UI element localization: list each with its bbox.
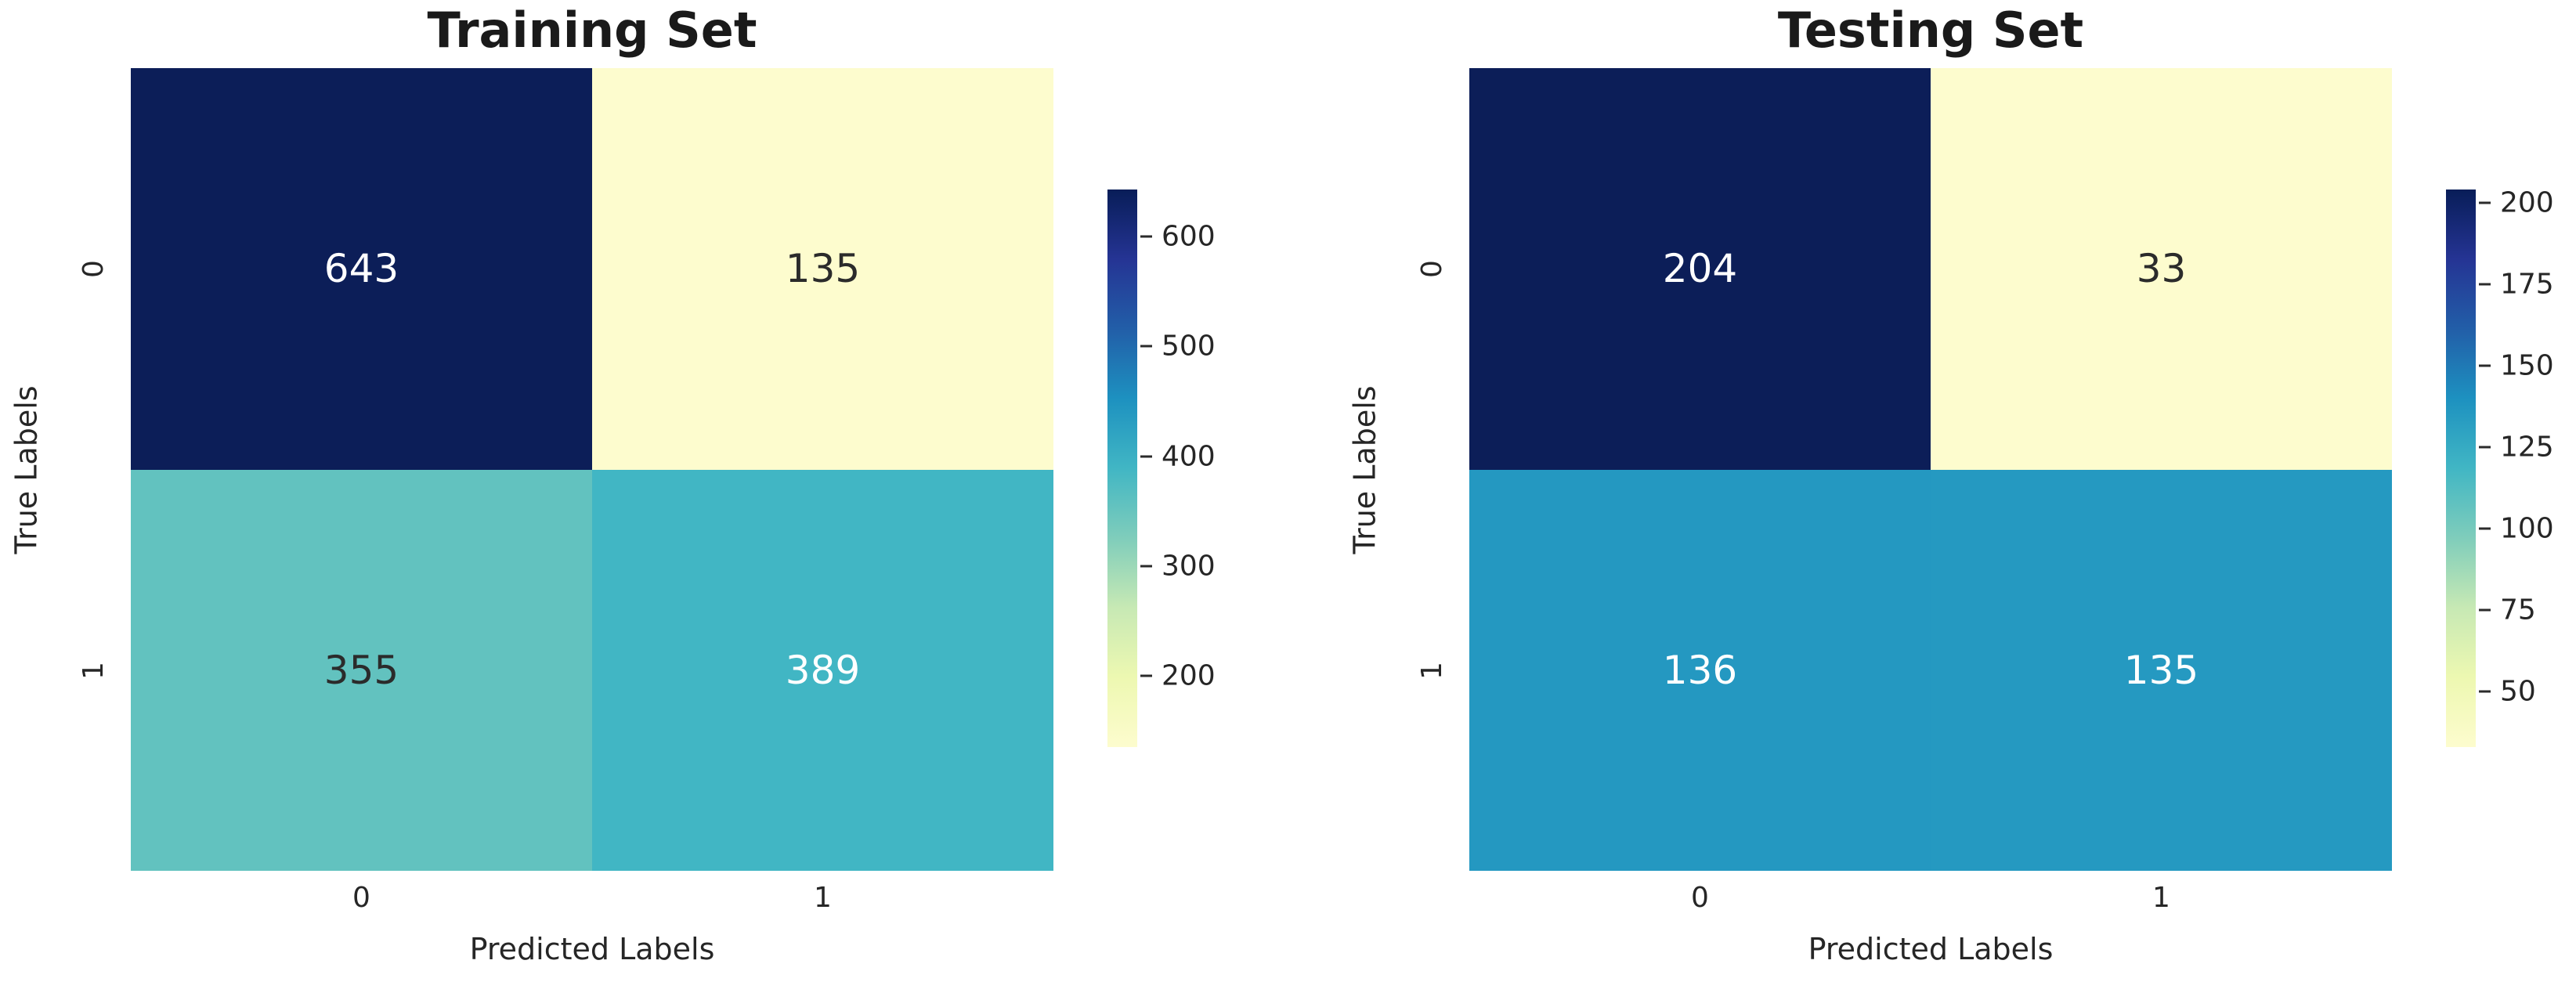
tick-mark <box>2479 364 2491 367</box>
colorbar-tick-label: 200 <box>1162 659 1216 692</box>
tick-mark <box>1140 235 1152 238</box>
colorbar-tick: 150 <box>2476 349 2554 381</box>
colorbar-tick-label: 150 <box>2500 349 2554 382</box>
heatmap-cell-true1-pred0: 136 <box>1469 469 1931 871</box>
colorbar-tick-label: 100 <box>2500 512 2554 545</box>
heatmap-cell-true0-pred0: 204 <box>1469 68 1931 470</box>
colorbar-tick-label: 200 <box>2500 186 2554 219</box>
y-axis-label: True Labels <box>6 68 47 871</box>
x-tick-label: 0 <box>352 882 370 914</box>
y-tick-text: 0 <box>1415 260 1448 278</box>
heatmap-cell-true0-pred1: 135 <box>592 68 1053 470</box>
colorbar-tick-label: 50 <box>2500 675 2536 708</box>
colorbar-tick: 175 <box>2476 268 2554 300</box>
training-title: Training Set <box>427 2 757 59</box>
colorbar-gradient <box>2446 190 2476 747</box>
testing-title: Testing Set <box>1777 2 2084 59</box>
y-tick-label: 1 <box>75 470 111 871</box>
colorbar-tick-label: 600 <box>1162 220 1216 253</box>
tick-mark <box>1140 455 1152 458</box>
y-tick-label: 0 <box>1414 68 1450 470</box>
tick-mark <box>1140 345 1152 348</box>
y-axis-text: True Labels <box>1348 384 1383 554</box>
testing-colorbar: 200 175 150 125 100 75 <box>2446 186 2554 747</box>
colorbar-tick-label: 300 <box>1162 550 1216 583</box>
colorbar-gradient <box>1107 190 1137 747</box>
x-tick-label: 1 <box>814 882 832 914</box>
colorbar-tick: 200 <box>1137 659 1216 691</box>
tick-mark <box>2479 608 2491 612</box>
colorbar-tick: 400 <box>1137 440 1216 472</box>
y-tick-label: 1 <box>1414 470 1450 871</box>
tick-mark <box>2479 527 2491 530</box>
colorbar-tick: 500 <box>1137 330 1216 363</box>
heatmap-cell-true1-pred0: 355 <box>131 469 592 871</box>
y-tick-text: 0 <box>77 260 110 278</box>
y-axis-label: True Labels <box>1345 68 1386 871</box>
training-heatmap: 643 135 355 389 <box>131 68 1053 871</box>
x-tick-label: 1 <box>2152 882 2170 914</box>
training-colorbar: 600 500 400 300 200 <box>1107 190 1216 747</box>
colorbar-tick: 300 <box>1137 550 1216 582</box>
x-axis-label: Predicted Labels <box>1808 932 2054 966</box>
y-tick-text: 1 <box>77 661 110 680</box>
colorbar-tick: 200 <box>2476 186 2554 218</box>
colorbar-tick-label: 500 <box>1162 330 1216 363</box>
heatmap-cell-true0-pred0: 643 <box>131 68 592 470</box>
colorbar-tick-label: 75 <box>2500 594 2536 626</box>
y-axis-text: True Labels <box>9 384 45 554</box>
y-tick-label: 0 <box>75 68 111 470</box>
colorbar-tick-label: 175 <box>2500 268 2554 301</box>
colorbar-tick-label: 400 <box>1162 440 1216 473</box>
testing-panel: Testing Set 204 33 136 135 0 1 Predicted… <box>1339 0 2576 1000</box>
tick-mark <box>2479 446 2491 449</box>
tick-mark <box>1140 565 1152 568</box>
tick-mark <box>2479 201 2491 204</box>
colorbar-tick: 600 <box>1137 221 1216 253</box>
colorbar-tick: 75 <box>2476 594 2536 626</box>
x-tick-label: 0 <box>1691 882 1709 914</box>
tick-mark <box>2479 690 2491 693</box>
training-panel: Training Set 643 135 355 389 0 1 Predict… <box>6 2 1216 966</box>
y-tick-text: 1 <box>1415 661 1448 680</box>
heatmap-cell-true1-pred1: 135 <box>1931 469 2392 871</box>
heatmap-cell-true0-pred1: 33 <box>1931 68 2392 470</box>
tick-mark <box>2479 283 2491 286</box>
colorbar-tick: 125 <box>2476 431 2554 463</box>
colorbar-tick: 50 <box>2476 676 2536 708</box>
colorbar-tick: 100 <box>2476 513 2554 545</box>
tick-mark <box>1140 674 1152 677</box>
colorbar-tick-label: 125 <box>2500 431 2554 464</box>
x-axis-label: Predicted Labels <box>469 932 715 966</box>
heatmap-cell-true1-pred1: 389 <box>592 469 1053 871</box>
testing-heatmap: 204 33 136 135 <box>1469 68 2392 871</box>
